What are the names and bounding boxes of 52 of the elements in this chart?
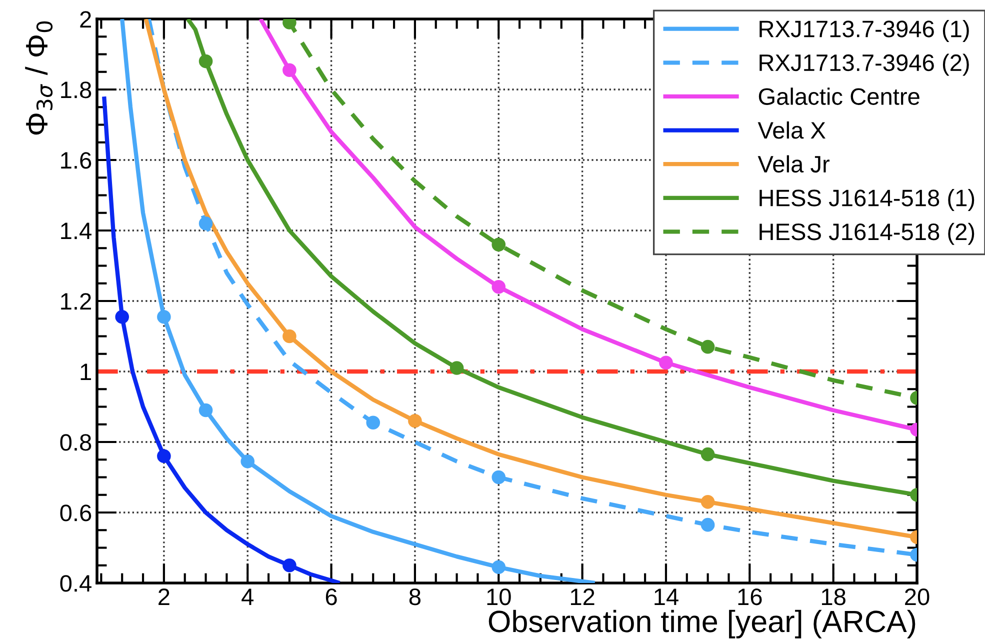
legend-label: Galactic Centre bbox=[758, 88, 920, 105]
legend-label: RXJ1713.7-3946 (2) bbox=[760, 54, 969, 76]
point bbox=[700, 495, 715, 509]
x-tick-label: 14 bbox=[654, 588, 678, 605]
x-tick-label: 8 bbox=[409, 588, 420, 606]
point bbox=[157, 310, 171, 324]
x-axis-title: Observation time [year] (ARCA) bbox=[488, 610, 916, 638]
legend-label: HESS J1614-518 (1) bbox=[760, 189, 974, 212]
point bbox=[492, 238, 506, 252]
x-tick-label: 6 bbox=[326, 588, 337, 606]
point bbox=[198, 403, 213, 418]
y-tick-label: 1 bbox=[80, 364, 91, 380]
x-tick-label: 16 bbox=[738, 588, 762, 606]
point bbox=[282, 63, 296, 78]
point bbox=[659, 356, 673, 370]
point bbox=[450, 361, 464, 375]
point bbox=[700, 447, 715, 462]
point bbox=[198, 216, 213, 230]
point bbox=[282, 558, 296, 572]
point bbox=[198, 54, 213, 68]
legend-label: RXJ1713.7-3946 (1) bbox=[760, 20, 969, 42]
legend-label: Vela X bbox=[758, 121, 826, 139]
point bbox=[492, 280, 506, 294]
y-tick-label: 0.8 bbox=[60, 434, 92, 451]
point bbox=[366, 416, 380, 430]
legend-label: Vela Jr bbox=[758, 155, 830, 173]
y-tick-label: 1.2 bbox=[61, 293, 91, 310]
point bbox=[408, 414, 422, 428]
y-tick-label: 1.4 bbox=[61, 222, 92, 240]
x-tick-label: 12 bbox=[570, 588, 594, 605]
x-tick-label: 18 bbox=[822, 588, 846, 606]
point bbox=[492, 470, 506, 484]
y-tick-label: 2 bbox=[80, 11, 91, 28]
point bbox=[700, 340, 715, 354]
point bbox=[282, 329, 296, 344]
point bbox=[157, 449, 171, 464]
line-series bbox=[120, 19, 597, 583]
line-series bbox=[102, 94, 342, 583]
x-tick-label: 20 bbox=[905, 588, 930, 606]
point bbox=[240, 454, 255, 468]
y-tick-label: 0.4 bbox=[60, 575, 92, 592]
y-tick-label: 1.8 bbox=[61, 82, 92, 98]
y-tick-label: 1.6 bbox=[61, 152, 92, 169]
y-tick-label: 0.6 bbox=[60, 504, 92, 522]
y-axis-title: Φ$_{3σ}$ / Φ$_{0}$ bbox=[25, 21, 53, 135]
x-tick-label: 4 bbox=[242, 588, 254, 605]
x-tick-label: 10 bbox=[487, 588, 511, 606]
point bbox=[700, 518, 715, 532]
x-tick-label: 2 bbox=[158, 588, 170, 605]
point bbox=[492, 560, 506, 574]
point bbox=[115, 310, 130, 324]
legend-label: HESS J1614-518 (2) bbox=[760, 222, 974, 245]
